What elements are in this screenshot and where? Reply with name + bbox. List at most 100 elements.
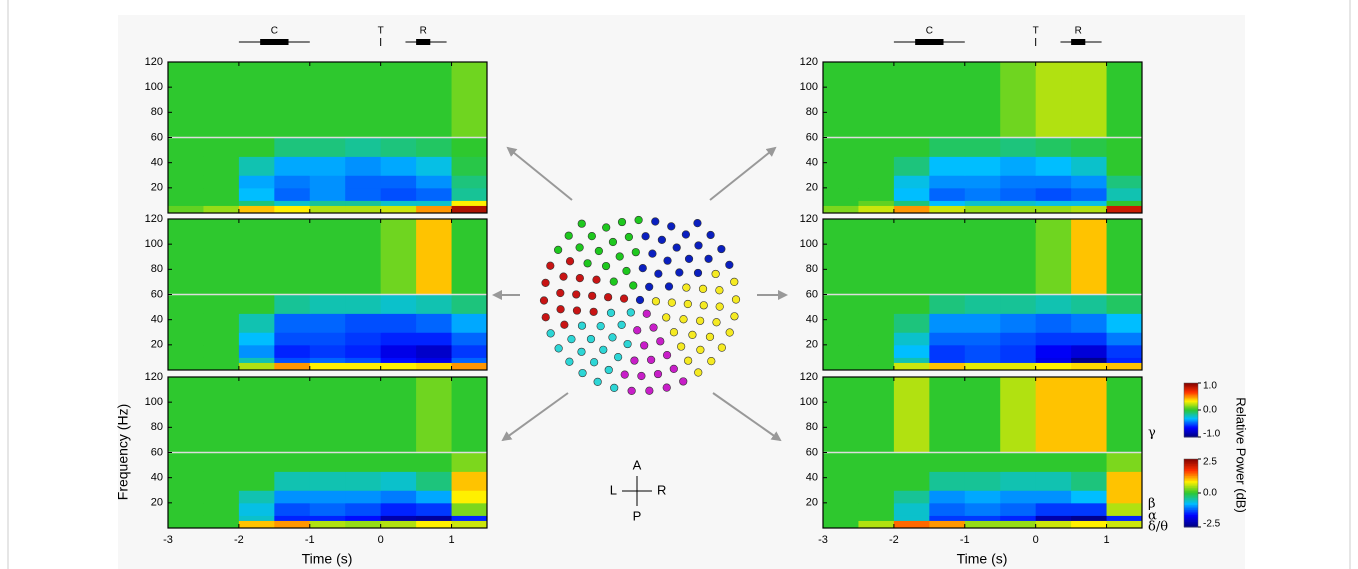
electrode [615,252,624,261]
heat-cell [858,187,895,201]
electrode [637,371,646,381]
electrode [539,296,549,305]
heat-cell [345,137,382,157]
electrode [647,355,656,364]
heat-cell [1106,502,1143,516]
heat-cell [858,502,895,516]
heat-cell [168,205,204,214]
colorbar-cell [1184,411,1198,414]
heat-cell [1106,200,1143,206]
heat-cell [168,313,204,333]
electrode [693,218,702,228]
heat-cell [238,137,275,157]
heat-cell [345,377,382,453]
electrode [604,293,613,302]
heat-cell [345,362,382,371]
electrode [624,232,633,242]
heat-cell [1035,520,1072,529]
heat-cell [168,515,204,521]
colorbar-cell [1184,484,1198,487]
colorbar-cell [1184,459,1198,462]
colorbar-cell [1184,493,1198,496]
heat-cell [823,62,859,138]
heat-cell [309,471,346,491]
heat-cell [345,200,382,206]
colorbar-cell [1184,464,1198,467]
electrode [725,328,734,337]
heat-cell [1071,452,1108,472]
heat-cell [1035,219,1072,295]
colorbar-cell [1184,384,1198,387]
colorbar-cell [1184,487,1198,491]
electrode [638,264,647,273]
heat-cell [1106,471,1143,491]
electrode [640,341,649,350]
heat-cell [893,471,930,491]
electrode [669,364,678,373]
event-label: C [271,26,278,37]
heat-cell [1071,200,1108,206]
heat-cell [823,205,859,214]
heat-cell [858,344,895,358]
heat-cell [168,377,204,453]
heat-cell [380,205,417,214]
electrode [679,315,688,324]
heat-cell [1035,313,1072,333]
heat-cell [1071,362,1108,371]
heat-cell [238,187,275,201]
heat-cell [380,137,417,157]
heat-cell [380,175,417,189]
x-tick-label: 1 [448,534,454,546]
electrode [696,316,705,325]
colorbar-cell [1184,387,1198,389]
heat-cell [309,205,346,214]
heat-cell [380,362,417,371]
heat-cell [893,452,930,472]
heat-cell [823,344,859,358]
heat-cell [451,502,488,516]
heat-cell [1106,205,1143,214]
y-tick-label: 60 [151,131,163,143]
electrode [717,343,726,352]
heat-cell [964,515,1001,521]
heat-cell [203,490,240,504]
heat-cell [1106,357,1143,363]
heat-cell [1106,187,1143,201]
electrode [564,231,573,240]
colorbar-cell [1184,408,1198,411]
orientation: A P L R [610,457,667,523]
heat-cell [168,471,204,491]
heat-cell [168,187,204,201]
heat-cell [1106,520,1143,529]
heat-cell [238,332,275,346]
heat-cell [964,175,1001,189]
heat-cell [416,200,453,206]
electrode [565,257,575,266]
spectrogram [823,377,1143,529]
heat-cell [274,502,311,516]
heat-cell [964,452,1001,472]
heat-cell [1000,520,1037,529]
electrode [730,312,739,321]
electrode [577,347,586,356]
electrode [627,386,636,395]
colorbar-cell [1184,407,1198,410]
heat-cell [823,313,859,333]
heat-cell [168,357,204,363]
heat-cell [168,219,204,295]
heat-cell [929,156,966,176]
electrode [577,219,586,228]
heat-cell [893,357,930,363]
electrode [623,339,632,349]
heat-cell [964,137,1001,157]
heat-cell [238,313,275,333]
electrode [704,254,713,263]
heat-cell [451,357,488,363]
heat-cell [893,377,930,453]
heat-cell [451,452,488,472]
electrode [633,326,642,335]
heat-cell [274,520,311,529]
heat-cell [1000,452,1037,472]
electrode [711,269,720,279]
electrode [609,277,618,286]
